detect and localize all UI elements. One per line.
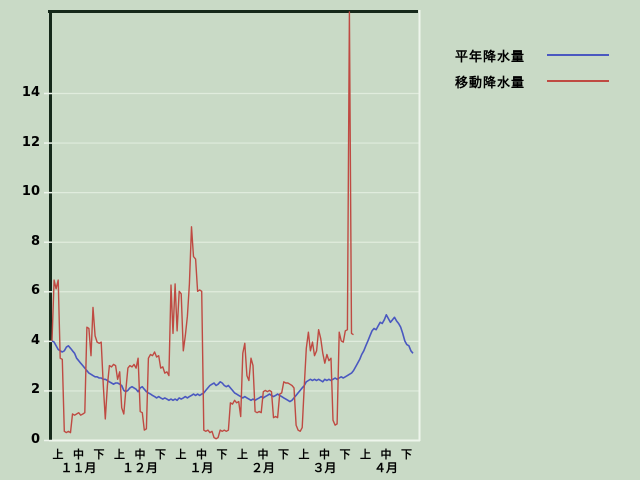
x-axis-decade-label-3-2: 下	[278, 448, 289, 461]
x-axis-decade-label-4-0: 上	[298, 448, 310, 461]
y-axis-label-4: 4	[30, 332, 40, 348]
x-axis-decade-label-1-0: 上	[114, 448, 125, 461]
y-axis-label-8: 8	[30, 233, 40, 249]
x-axis-month-label-3: ２月	[250, 461, 275, 475]
x-axis-decade-label-2-2: 下	[216, 448, 228, 461]
y-axis-label-12: 12	[21, 134, 40, 150]
x-axis-decade-label-3-1: 中	[257, 448, 269, 461]
legend-label-normal: 平年降水量	[455, 49, 526, 65]
x-axis-month-label-2: １月	[189, 461, 214, 475]
x-axis-decade-label-3-0: 上	[237, 448, 248, 461]
series-line-moving	[51, 11, 354, 440]
y-axis-label-0: 0	[30, 432, 40, 447]
x-axis-decade-label-5-1: 中	[380, 448, 392, 461]
x-axis-decade-label-4-2: 下	[339, 448, 351, 461]
legend-item-normal: 平年降水量	[455, 42, 609, 68]
legend: 平年降水量 移動降水量	[455, 42, 609, 94]
legend-line-sample-moving	[547, 80, 609, 82]
x-axis-decade-label-0-1: 中	[73, 448, 84, 461]
y-axis-label-14: 14	[21, 85, 40, 100]
y-axis-label-2: 2	[30, 382, 40, 398]
y-axis-label-10: 10	[21, 184, 40, 200]
x-axis-decade-label-5-2: 下	[401, 448, 412, 461]
legend-label-moving: 移動降水量	[455, 75, 526, 91]
x-axis-decade-label-0-2: 下	[93, 448, 105, 461]
x-axis-decade-label-1-2: 下	[155, 448, 166, 461]
x-axis-decade-label-5-0: 上	[360, 448, 371, 461]
x-axis-decade-label-2-1: 中	[196, 448, 207, 461]
y-axis-label-6: 6	[30, 283, 40, 299]
x-axis-decade-label-1-1: 中	[134, 448, 146, 461]
x-axis-decade-label-2-0: 上	[175, 448, 187, 461]
x-axis-decade-label-0-0: 上	[52, 448, 64, 461]
x-axis-month-label-0: １１月	[60, 461, 97, 475]
legend-line-sample-normal	[547, 54, 609, 56]
x-axis-decade-label-4-1: 中	[319, 448, 330, 461]
x-axis-month-label-1: １２月	[121, 461, 158, 475]
series-line-normal	[51, 313, 414, 403]
x-axis-month-label-4: ３月	[312, 461, 337, 475]
legend-item-moving: 移動降水量	[455, 68, 609, 94]
x-axis-month-label-5: ４月	[373, 461, 398, 475]
